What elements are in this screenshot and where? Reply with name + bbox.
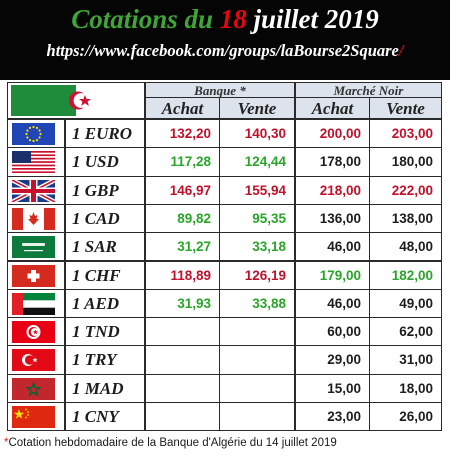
eu-flag-icon	[12, 123, 55, 145]
title-text-start: Cotations du	[71, 4, 220, 34]
bank-buy-value: 118,89	[145, 260, 220, 290]
title-text-end: juillet 2019	[246, 4, 379, 34]
currency-label: 1 AED	[65, 288, 145, 319]
flag-cell	[7, 373, 65, 403]
black-sell-value: 49,00	[369, 288, 442, 319]
flag-cell	[7, 345, 65, 375]
currency-label: 1 TND	[65, 317, 145, 347]
currency-label: 1 CNY	[65, 402, 145, 432]
black-sell-value: 203,00	[369, 119, 442, 149]
black-buy-value: 200,00	[295, 119, 370, 149]
bank-buy-value	[145, 402, 220, 432]
black-buy-value: 136,00	[295, 203, 370, 234]
black-buy-value: 46,00	[295, 288, 370, 319]
black-sell-value: 31,00	[369, 345, 442, 375]
bank-sell-value: 95,35	[219, 203, 295, 234]
bank-buy-value	[145, 345, 220, 375]
bank-sell-value	[219, 402, 295, 432]
currency-label: 1 CAD	[65, 203, 145, 234]
flag-cell	[7, 147, 65, 177]
black-buy-value: 60,00	[295, 317, 370, 347]
black-sell-value: 18,00	[369, 373, 442, 403]
title-day: 18	[219, 4, 247, 34]
flag-cell	[7, 119, 65, 149]
flag-cell	[7, 232, 65, 262]
black-buy-value: 218,00	[295, 175, 370, 205]
black-buy-value: 29,00	[295, 345, 370, 375]
bank-sell-value	[219, 345, 295, 375]
url-text: https://www.facebook.com/groups/laBourse…	[46, 41, 399, 60]
bank-sell-value	[219, 373, 295, 403]
china-flag-icon	[12, 406, 55, 428]
bank-buy-value: 89,82	[145, 203, 220, 234]
flag-cell	[7, 203, 65, 234]
url-slash: /	[398, 41, 404, 60]
black-buy-value: 23,00	[295, 402, 370, 432]
bank-sell-value: 126,19	[219, 260, 295, 290]
currency-label: 1 TRY	[65, 345, 145, 375]
bank-buy-value: 31,93	[145, 288, 220, 319]
facebook-group-url: https://www.facebook.com/groups/laBourse…	[0, 41, 450, 61]
flag-cell	[7, 317, 65, 347]
flag-cell	[7, 260, 65, 290]
black-buy-value: 178,00	[295, 147, 370, 177]
uae-flag-icon	[12, 292, 55, 315]
currency-label: 1 GBP	[65, 175, 145, 205]
turkey-flag-icon	[12, 349, 55, 372]
flag-cell	[7, 288, 65, 319]
page-header: Cotations du 18 juillet 2019 https://www…	[0, 0, 450, 80]
bank-sell-header: Vente	[219, 97, 295, 119]
bank-sell-value: 140,30	[219, 119, 295, 149]
black-buy-header: Achat	[295, 97, 370, 119]
black-sell-value: 182,00	[369, 260, 442, 290]
black-sell-value: 62,00	[369, 317, 442, 347]
currency-label: 1 SAR	[65, 232, 145, 262]
currency-label: 1 MAD	[65, 373, 145, 403]
black-buy-value: 46,00	[295, 232, 370, 262]
bank-sell-value: 33,88	[219, 288, 295, 319]
black-sell-value: 26,00	[369, 402, 442, 432]
flag-cell	[7, 175, 65, 205]
exchange-rate-table: Banque * Marché Noir Achat Vente Achat V…	[7, 82, 442, 432]
flag-cell	[7, 402, 65, 432]
bank-buy-header: Achat	[145, 97, 220, 119]
footnote: *Cotation hebdomadaire de la Banque d'Al…	[4, 437, 337, 449]
saudi-flag-icon	[12, 236, 55, 259]
bank-buy-value: 146,97	[145, 175, 220, 205]
currency-label: 1 USD	[65, 147, 145, 177]
canada-flag-icon	[12, 207, 55, 230]
black-sell-value: 180,00	[369, 147, 442, 177]
black-buy-value: 179,00	[295, 260, 370, 290]
bank-buy-value: 31,27	[145, 232, 220, 262]
page-title: Cotations du 18 juillet 2019	[0, 4, 450, 35]
bank-sell-value: 155,94	[219, 175, 295, 205]
bank-sell-value	[219, 317, 295, 347]
morocco-flag-icon	[12, 377, 55, 400]
bank-group-header: Banque *	[145, 82, 295, 98]
currency-label: 1 EURO	[65, 119, 145, 149]
footnote-text: Cotation hebdomadaire de la Banque d'Alg…	[8, 437, 337, 449]
bank-sell-value: 33,18	[219, 232, 295, 262]
black-buy-value: 15,00	[295, 373, 370, 403]
black-sell-value: 222,00	[369, 175, 442, 205]
uk-flag-icon	[12, 179, 55, 202]
black-sell-value: 48,00	[369, 232, 442, 262]
currency-label: 1 CHF	[65, 260, 145, 290]
footnote-star: *	[4, 437, 9, 449]
bank-buy-value: 117,28	[145, 147, 220, 177]
tunisia-flag-icon	[12, 321, 55, 344]
header-flag-cell	[7, 82, 145, 119]
bank-buy-value	[145, 317, 220, 347]
algeria-flag-icon	[11, 85, 141, 116]
bank-sell-value: 124,44	[219, 147, 295, 177]
bank-buy-value: 132,20	[145, 119, 220, 149]
swiss-flag-icon	[12, 264, 55, 287]
usa-flag-icon	[12, 151, 55, 174]
black-market-group-header: Marché Noir	[295, 82, 442, 98]
bank-buy-value	[145, 373, 220, 403]
black-sell-value: 138,00	[369, 203, 442, 234]
black-sell-header: Vente	[369, 97, 442, 119]
